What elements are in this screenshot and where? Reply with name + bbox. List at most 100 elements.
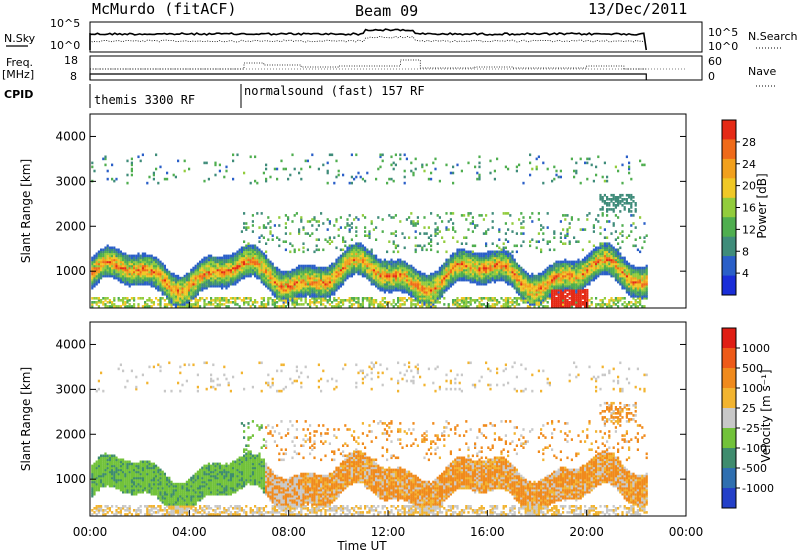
power-cell <box>414 286 417 290</box>
power-cell <box>531 284 534 288</box>
power-cell <box>170 278 173 282</box>
power-cell <box>375 254 378 258</box>
power-cell <box>166 274 169 278</box>
power-cell <box>276 278 279 282</box>
power-cell <box>553 288 556 292</box>
power-cell <box>364 297 367 300</box>
power-cell <box>601 268 604 272</box>
power-cell <box>381 262 384 266</box>
power-cell <box>509 260 512 264</box>
power-cell <box>485 256 488 260</box>
power-cell <box>166 171 169 175</box>
power-cell <box>588 280 591 284</box>
power-cell <box>434 293 437 296</box>
power-cell <box>218 266 221 270</box>
power-cell <box>537 218 540 221</box>
power-cell <box>566 299 569 302</box>
power-cell <box>280 276 283 280</box>
power-cell <box>606 242 609 245</box>
power-cell <box>548 288 551 292</box>
power-cell <box>454 303 457 306</box>
power-cell <box>421 280 424 284</box>
power-cell <box>465 242 468 245</box>
power-cell <box>267 274 270 278</box>
power-cell <box>480 256 483 260</box>
power-cell <box>498 260 501 264</box>
power-cell <box>425 163 428 167</box>
power-cell <box>205 262 208 266</box>
power-cell <box>564 284 567 288</box>
power-cell <box>432 290 435 294</box>
power-cell <box>265 177 268 181</box>
power-cell <box>489 305 492 308</box>
power-cell <box>498 272 501 276</box>
power-cell <box>298 293 301 296</box>
power-cell <box>119 305 122 308</box>
power-cell <box>458 266 461 270</box>
noise-sky-label: N.Sky <box>4 32 36 45</box>
power-cell <box>507 303 510 306</box>
power-cell <box>278 305 281 308</box>
power-cell <box>526 288 529 292</box>
power-cell <box>256 248 259 252</box>
power-cell <box>449 270 452 274</box>
power-cell <box>348 181 351 185</box>
power-cell <box>262 266 265 270</box>
power-cell <box>309 220 312 223</box>
power-cell <box>553 293 556 296</box>
power-cell <box>177 295 180 298</box>
power-cell <box>159 299 162 302</box>
power-cell <box>416 282 419 286</box>
power-cell <box>333 268 336 272</box>
power-cell <box>548 264 551 268</box>
power-cell <box>504 274 507 278</box>
power-cell <box>548 266 551 270</box>
power-cell <box>441 280 444 284</box>
power-cell <box>419 232 422 235</box>
power-cell <box>496 274 499 278</box>
power-cell <box>300 284 303 288</box>
power-cell <box>474 274 477 278</box>
power-cell <box>104 246 107 250</box>
power-cell <box>542 161 545 165</box>
power-cell <box>551 264 554 268</box>
power-cell <box>108 254 111 258</box>
power-cell <box>289 232 292 235</box>
power-cell <box>370 297 373 300</box>
power-cell <box>181 278 184 282</box>
power-cell <box>586 258 589 262</box>
power-cell <box>320 290 323 294</box>
power-cell <box>496 268 499 272</box>
power-cell <box>454 258 457 262</box>
power-cell <box>540 282 543 286</box>
power-cell <box>518 303 521 306</box>
power-cell <box>304 286 307 290</box>
power-cell <box>460 276 463 280</box>
power-cell <box>557 280 560 284</box>
power-cell <box>287 284 290 288</box>
power-cell <box>568 264 571 268</box>
power-cell <box>326 276 329 280</box>
power-cell <box>394 262 397 266</box>
power-cell <box>370 272 373 276</box>
power-cell <box>416 297 419 300</box>
power-cell <box>229 272 232 276</box>
power-cell <box>529 297 532 300</box>
power-cell <box>335 220 338 223</box>
power-cell <box>278 297 281 300</box>
power-cell <box>421 276 424 280</box>
power-cell <box>218 163 221 167</box>
power-cell <box>383 262 386 266</box>
power-cell <box>370 220 373 223</box>
power-cell <box>522 295 525 298</box>
power-cell <box>152 272 155 276</box>
power-cell <box>355 252 358 256</box>
power-cell <box>227 274 230 278</box>
power-cell <box>535 284 538 288</box>
power-cell <box>467 228 470 231</box>
power-cell <box>133 254 136 258</box>
power-cell <box>493 262 496 266</box>
power-cell <box>141 305 144 308</box>
power-cell <box>531 280 534 284</box>
power-cell <box>260 303 263 306</box>
